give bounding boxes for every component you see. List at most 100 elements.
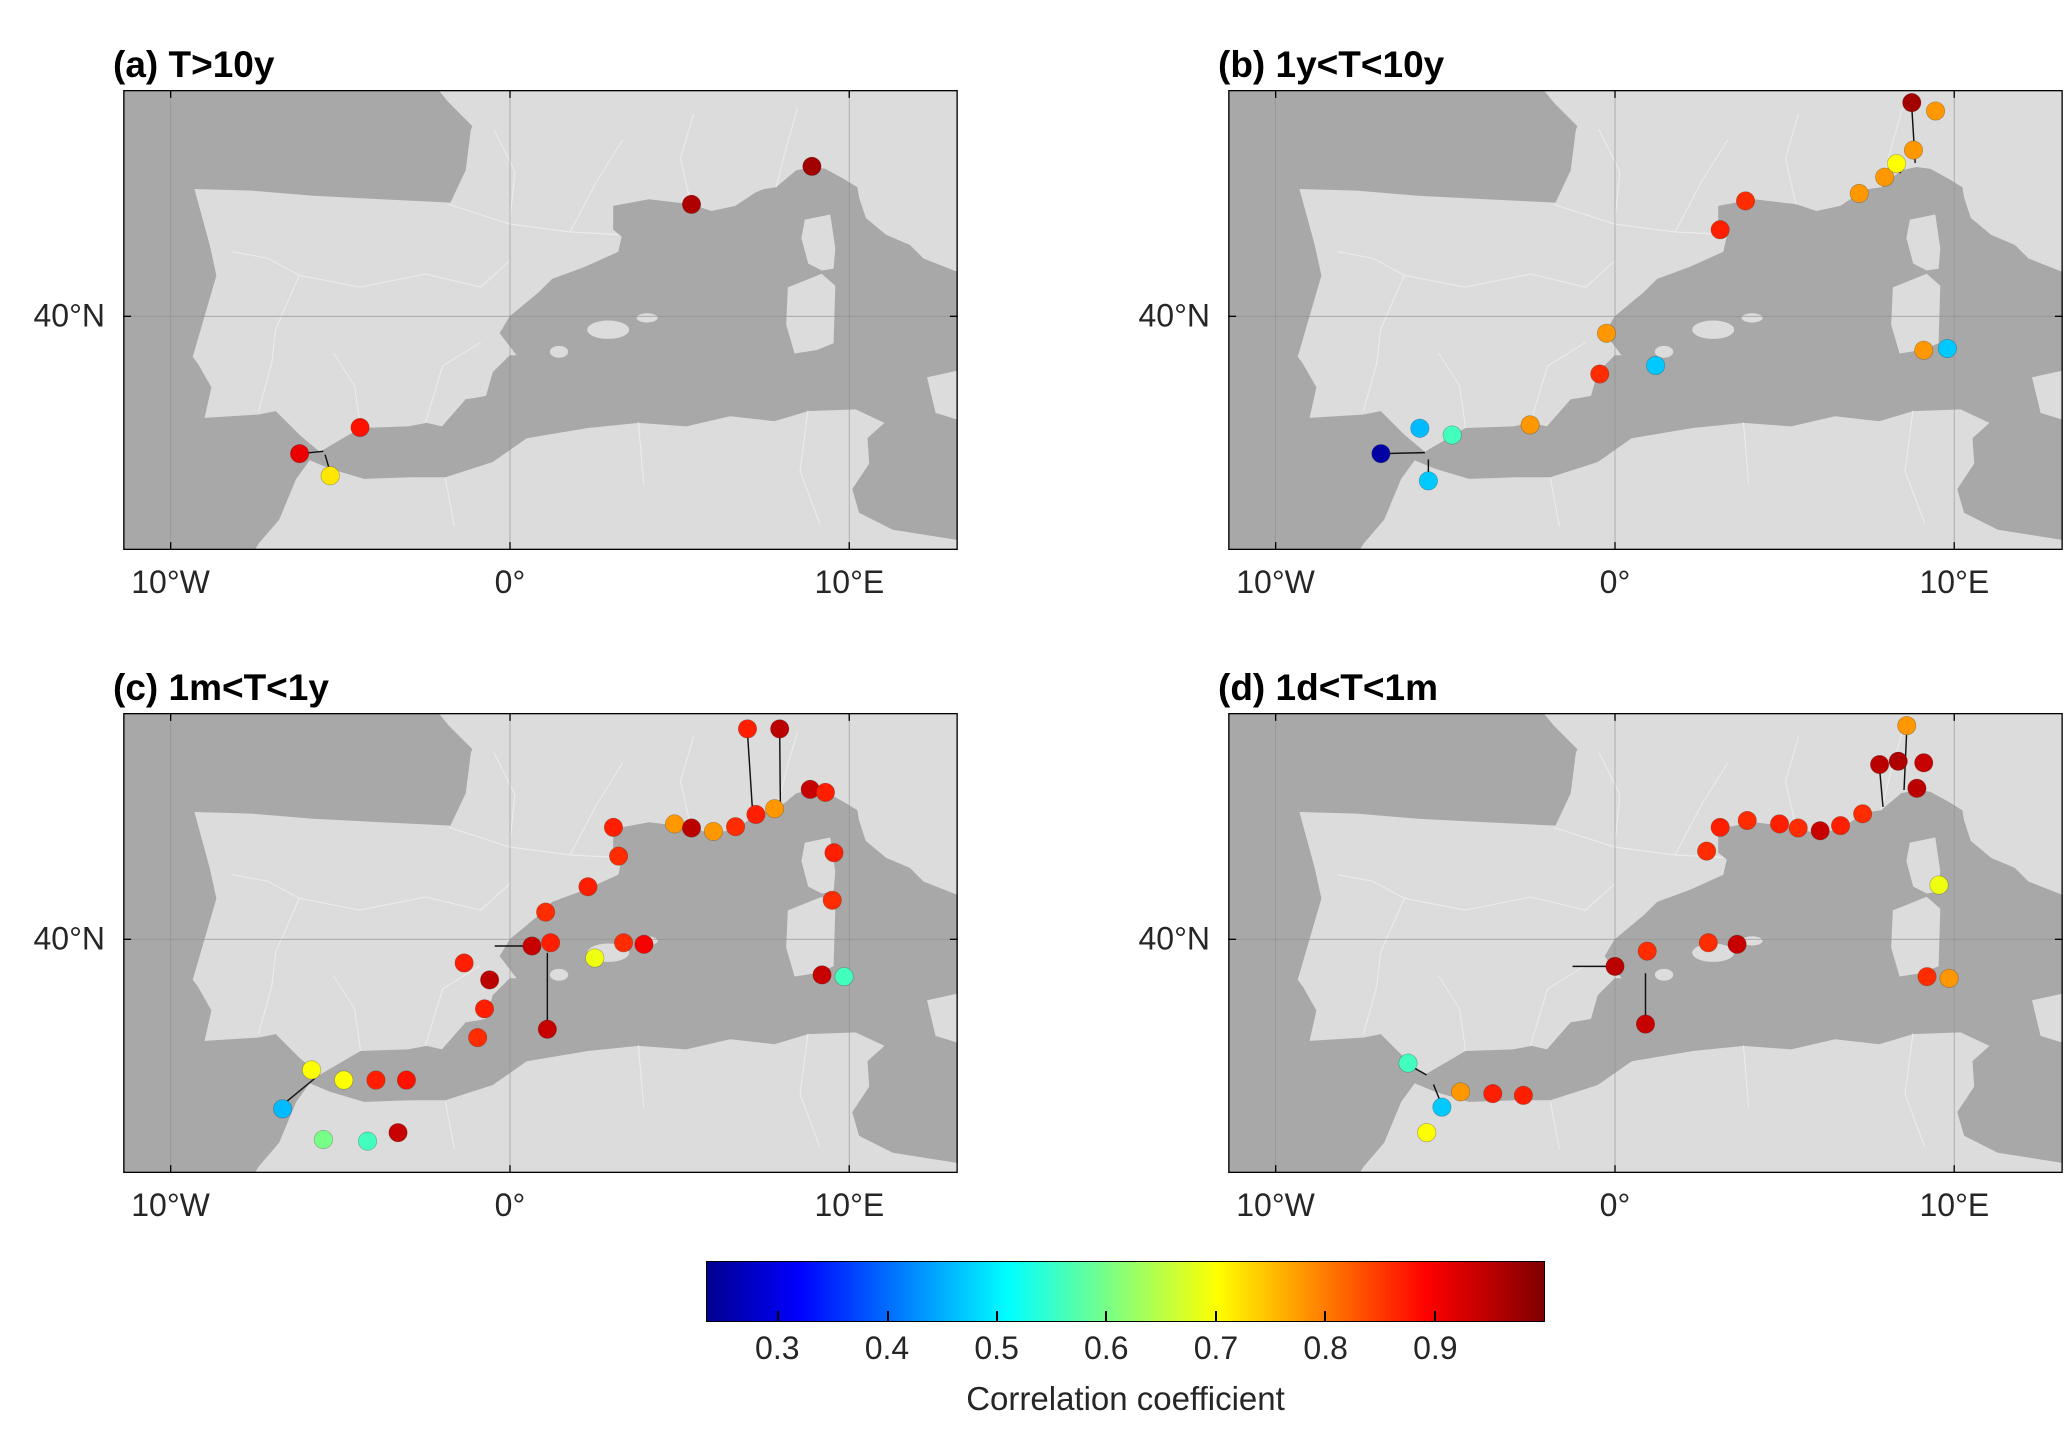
- station-dot: [765, 799, 785, 819]
- x-tick-label: 10°W: [131, 564, 210, 600]
- station-dot: [1735, 191, 1756, 211]
- map-svg-b: [1228, 90, 2063, 550]
- station-dot: [1914, 753, 1934, 773]
- stations-overlay-d: [1398, 716, 1959, 1143]
- station-dot: [609, 846, 629, 866]
- station-dot: [1887, 154, 1907, 174]
- station-dot: [703, 821, 723, 841]
- colorbar-tick-mark: [886, 1311, 889, 1321]
- colorbar-tick-mark: [995, 1311, 998, 1321]
- map-axes-d: 10°W 0° 10°E 40°N: [1139, 713, 2063, 1223]
- station-dot: [1590, 364, 1610, 384]
- station-dot: [1929, 875, 1949, 895]
- station-dot: [1710, 220, 1730, 240]
- colorbar-tick-mark: [1324, 1311, 1327, 1321]
- station-dot: [1637, 941, 1657, 961]
- map-axes-b: 10°W 0° 10°E 40°N: [1139, 90, 2063, 600]
- station-dot: [474, 999, 495, 1019]
- station-dot: [1810, 821, 1830, 841]
- station-dot: [1513, 1085, 1533, 1105]
- panel-a: (a) T>10y 10°W 0° 10°E 40°N: [34, 13, 958, 623]
- panel-title-c: (c) 1m<T<1y: [113, 666, 329, 708]
- station-dot: [454, 953, 474, 973]
- station-dot: [320, 466, 340, 486]
- station-dot: [1914, 340, 1934, 360]
- station-dot: [634, 934, 654, 954]
- axes-frame: [1228, 90, 2063, 550]
- panel-title-b: (b) 1y<T<10y: [1218, 43, 1445, 85]
- panel-c: (c) 1m<T<1y 10°W 0° 10°E 40°N: [34, 636, 958, 1246]
- station-dot: [1596, 323, 1616, 343]
- station-dot: [313, 1129, 333, 1150]
- station-dot: [1410, 418, 1430, 438]
- station-dot: [1398, 1053, 1418, 1073]
- x-tick-label: 0°: [494, 1187, 526, 1223]
- station-dot: [822, 890, 842, 910]
- station-dot: [1870, 754, 1890, 775]
- connector-line: [282, 1077, 316, 1106]
- station-dot: [1788, 818, 1808, 838]
- station-dot: [815, 782, 835, 802]
- y-tick-label: 40°N: [33, 297, 106, 334]
- station-dot: [726, 817, 746, 837]
- station-dot: [834, 967, 854, 987]
- station-dot: [1937, 338, 1957, 359]
- station-dot: [541, 933, 561, 953]
- station-dot: [468, 1028, 488, 1048]
- colorbar-tick-label: 0.3: [755, 1330, 800, 1366]
- colorbar-tick-label: 0.9: [1413, 1330, 1458, 1366]
- colorbar-tick-label: 0.4: [864, 1330, 910, 1366]
- x-tick-label: 10°E: [814, 1187, 885, 1223]
- station-dot: [1483, 1084, 1503, 1104]
- x-tick-label: 10°W: [1236, 1187, 1315, 1223]
- station-dot: [522, 936, 542, 956]
- y-tick-label: 40°N: [33, 920, 106, 957]
- station-dot: [812, 965, 832, 985]
- map-axes-c: 10°W 0° 10°E 40°N: [34, 713, 958, 1223]
- station-dot: [770, 719, 790, 739]
- colorbar-tick-mark: [777, 1311, 780, 1321]
- station-dot: [614, 933, 634, 953]
- axes-frame: [123, 90, 958, 550]
- colorbar-tick-label: 0.8: [1303, 1330, 1348, 1366]
- map-axes-a: 10°W 0° 10°E 40°N: [34, 90, 958, 600]
- x-tick-label: 10°E: [1919, 1187, 1990, 1223]
- station-dot: [1646, 355, 1666, 376]
- station-dot: [1442, 425, 1462, 445]
- station-dot: [737, 719, 758, 739]
- map-svg-d: [1228, 713, 2063, 1173]
- panel-b: (b) 1y<T<10y 10°W 0° 10°E 40°N: [1139, 13, 2063, 623]
- colorbar-tick-label: 0.5: [974, 1330, 1019, 1366]
- station-dot: [1770, 814, 1790, 834]
- station-dot: [1737, 810, 1757, 831]
- station-dot: [1698, 933, 1718, 953]
- map-svg-a: [123, 90, 958, 550]
- station-dot: [1849, 183, 1869, 203]
- colorbar-tick-label: 0.6: [1084, 1330, 1129, 1366]
- station-dot: [681, 194, 702, 214]
- x-tick-label: 10°E: [1919, 564, 1990, 600]
- station-dot: [1926, 101, 1946, 121]
- station-dot: [273, 1099, 293, 1119]
- station-dot: [1853, 804, 1873, 824]
- station-dot: [1727, 934, 1747, 954]
- station-dot: [1635, 1014, 1656, 1034]
- station-dot: [396, 1070, 416, 1090]
- colorbar-gradient: [706, 1261, 1545, 1322]
- station-dot: [1417, 1123, 1437, 1143]
- station-dot: [480, 970, 500, 990]
- station-dot: [537, 1019, 557, 1039]
- station-dot: [1897, 716, 1917, 736]
- axes-frame: [123, 713, 958, 1173]
- station-dot: [290, 444, 310, 464]
- x-tick-label: 0°: [494, 564, 526, 600]
- station-dot: [1907, 778, 1927, 798]
- colorbar-tick-mark: [1105, 1311, 1108, 1321]
- axes-frame: [1228, 713, 2063, 1173]
- station-dot: [536, 902, 556, 922]
- y-tick-label: 40°N: [1138, 920, 1211, 957]
- station-dot: [302, 1060, 322, 1080]
- x-tick-label: 0°: [1599, 1187, 1631, 1223]
- colorbar: 0.3 0.4 0.5 0.6 0.7 0.8 0.9 Correlation coeffi…: [706, 1261, 1545, 1418]
